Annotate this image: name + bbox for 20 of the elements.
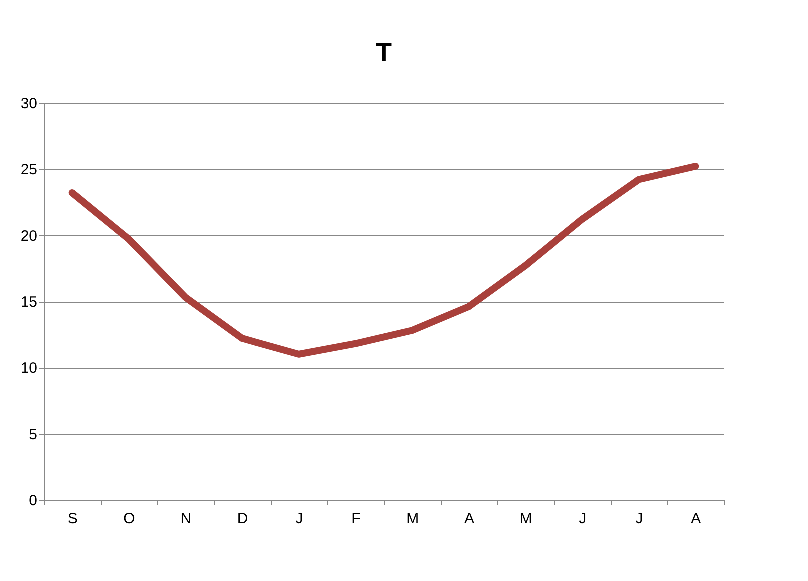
y-tick-label: 20 [20, 228, 38, 245]
chart-title: T [376, 37, 392, 67]
x-tick-label: M [406, 510, 420, 528]
y-tick-label: 30 [20, 96, 38, 112]
y-tick-label: 5 [29, 426, 38, 444]
x-tick-label: N [180, 510, 192, 528]
x-tick-label: J [296, 510, 304, 528]
x-tick-label: J [636, 510, 644, 528]
y-tick-label: 0 [29, 492, 38, 510]
y-tick-label: 15 [20, 294, 38, 311]
x-tick-label: A [464, 510, 475, 528]
y-tick-label: 25 [20, 162, 38, 179]
x-tick-label: O [124, 510, 136, 528]
x-tick-label: D [237, 510, 248, 528]
x-tick-label: F [352, 510, 361, 528]
x-tick-label: M [520, 510, 532, 528]
x-tick-label: A [691, 510, 702, 528]
y-tick-label: 10 [20, 360, 38, 378]
x-tick-label: S [68, 510, 78, 528]
x-tick-label: J [579, 510, 587, 528]
